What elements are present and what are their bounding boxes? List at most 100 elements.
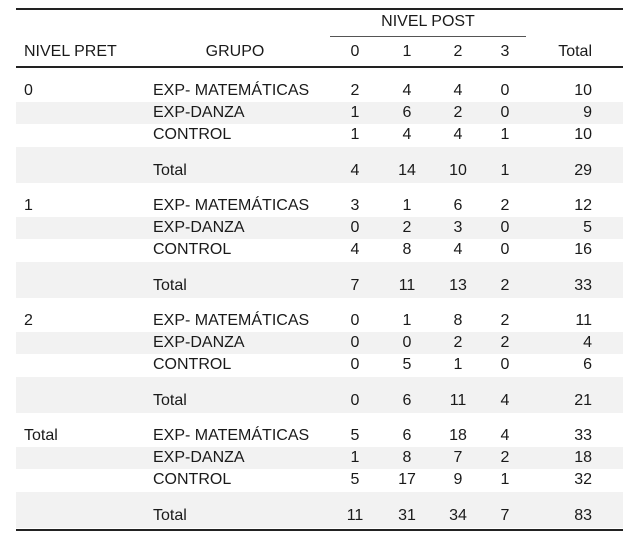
- value-cell: 9: [453, 471, 463, 488]
- value-cell: 2: [350, 82, 360, 99]
- value-cell: 1: [402, 197, 412, 214]
- value-cell: 18: [449, 427, 467, 444]
- total-value-cell: 11: [346, 507, 364, 524]
- row-band: [16, 102, 623, 124]
- total-row-band: [16, 147, 623, 183]
- total-row-label: Total: [153, 507, 187, 524]
- grupo-label: EXP-DANZA: [153, 219, 245, 236]
- total-row-label: Total: [153, 392, 187, 409]
- grupo-label: CONTROL: [153, 471, 232, 488]
- nivel-pret-label: 1: [24, 197, 33, 214]
- row-total-cell: 12: [574, 197, 592, 214]
- value-cell: 6: [453, 197, 463, 214]
- value-cell: 8: [402, 241, 412, 258]
- row-total-cell: 33: [574, 427, 592, 444]
- value-cell: 0: [350, 334, 360, 351]
- value-cell: 1: [350, 104, 360, 121]
- grupo-label: EXP- MATEMÁTICAS: [153, 427, 310, 444]
- grand-total-cell: 21: [574, 392, 592, 409]
- total-value-cell: 4: [350, 162, 360, 179]
- row-total-cell: 11: [575, 312, 592, 329]
- grupo-label: EXP-DANZA: [153, 104, 245, 121]
- row-total-cell: 18: [574, 449, 592, 466]
- value-cell: 5: [350, 471, 360, 488]
- value-cell: 2: [453, 104, 463, 121]
- row-total-cell: 10: [574, 82, 592, 99]
- col-header-1: 1: [402, 43, 412, 60]
- total-value-cell: 31: [398, 507, 416, 524]
- total-value-cell: 6: [402, 392, 412, 409]
- value-cell: 6: [402, 427, 412, 444]
- grand-total-cell: 33: [574, 277, 592, 294]
- grupo-label: EXP- MATEMÁTICAS: [153, 82, 310, 99]
- grupo-label: EXP-DANZA: [153, 334, 245, 351]
- value-cell: 0: [500, 356, 510, 373]
- value-cell: 2: [402, 219, 412, 236]
- nivel-post-header: NIVEL POST: [381, 13, 475, 30]
- row-band: [16, 217, 623, 239]
- grand-total-cell: 83: [574, 507, 592, 524]
- total-value-cell: 1: [500, 162, 510, 179]
- value-cell: 3: [350, 197, 360, 214]
- grupo-label: EXP-DANZA: [153, 449, 245, 466]
- value-cell: 4: [453, 241, 463, 258]
- value-cell: 8: [402, 449, 412, 466]
- value-cell: 2: [453, 334, 463, 351]
- row-band: [16, 447, 623, 469]
- value-cell: 0: [350, 312, 360, 329]
- value-cell: 5: [402, 356, 412, 373]
- value-cell: 1: [500, 471, 510, 488]
- row-total-cell: 6: [583, 356, 592, 373]
- grupo-label: EXP- MATEMÁTICAS: [153, 197, 310, 214]
- row-total-cell: 16: [574, 241, 592, 258]
- grupo-label: EXP- MATEMÁTICAS: [153, 312, 310, 329]
- total-value-cell: 11: [398, 277, 416, 294]
- row-total-cell: 32: [574, 471, 592, 488]
- nivel-pret-header: NIVEL PRET: [24, 43, 117, 60]
- total-value-cell: 0: [350, 392, 360, 409]
- row-band: [16, 332, 623, 354]
- total-row-band: [16, 262, 623, 298]
- value-cell: 7: [453, 449, 463, 466]
- value-cell: 2: [500, 334, 510, 351]
- value-cell: 4: [350, 241, 360, 258]
- grupo-header: GRUPO: [205, 43, 265, 60]
- value-cell: 4: [402, 82, 412, 99]
- bottom-rule: [16, 529, 623, 531]
- value-cell: 3: [453, 219, 463, 236]
- value-cell: 0: [500, 82, 510, 99]
- value-cell: 4: [453, 82, 463, 99]
- nivel-pret-label: 0: [24, 82, 33, 99]
- value-cell: 6: [402, 104, 412, 121]
- value-cell: 0: [500, 241, 510, 258]
- total-value-cell: 4: [500, 392, 510, 409]
- value-cell: 4: [453, 126, 463, 143]
- value-cell: 4: [500, 427, 510, 444]
- top-rule: [16, 8, 623, 10]
- value-cell: 0: [350, 356, 360, 373]
- col-header-2: 2: [453, 43, 463, 60]
- total-value-cell: 10: [449, 162, 467, 179]
- total-value-cell: 14: [398, 162, 416, 179]
- grand-total-cell: 29: [574, 162, 592, 179]
- value-cell: 0: [500, 104, 510, 121]
- nivel-post-underline: [330, 36, 526, 37]
- value-cell: 0: [350, 219, 360, 236]
- total-value-cell: 7: [500, 507, 510, 524]
- grupo-label: CONTROL: [153, 126, 232, 143]
- value-cell: 4: [402, 126, 412, 143]
- total-row-label: Total: [153, 277, 187, 294]
- total-value-cell: 34: [449, 507, 467, 524]
- value-cell: 1: [453, 356, 463, 373]
- grupo-label: CONTROL: [153, 356, 232, 373]
- value-cell: 17: [398, 471, 416, 488]
- value-cell: 0: [500, 219, 510, 236]
- total-row-band: [16, 377, 623, 413]
- value-cell: 1: [402, 312, 412, 329]
- value-cell: 1: [350, 449, 360, 466]
- value-cell: 1: [350, 126, 360, 143]
- value-cell: 1: [500, 126, 510, 143]
- value-cell: 2: [500, 197, 510, 214]
- col-header-total: Total: [558, 43, 592, 60]
- header-rule: [16, 66, 623, 68]
